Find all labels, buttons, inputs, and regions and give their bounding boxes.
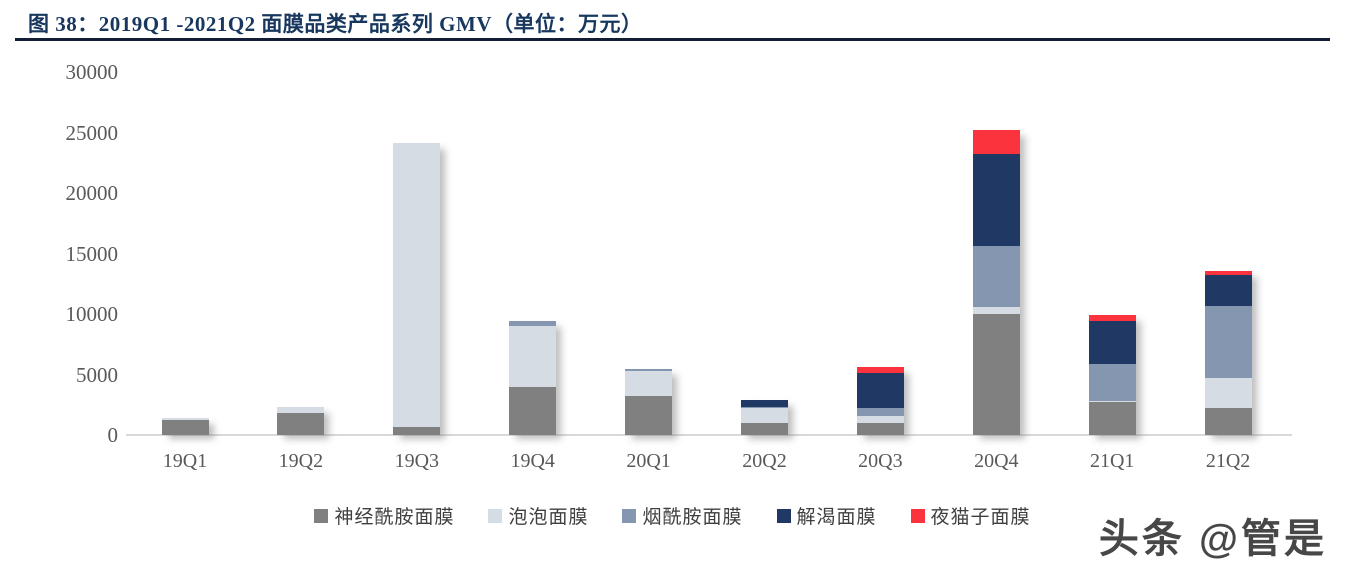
legend-swatch-icon	[488, 508, 503, 523]
bar-segment	[856, 373, 904, 409]
bar-segment	[1088, 402, 1136, 435]
x-tick-label: 19Q1	[162, 450, 208, 472]
legend-label: 神经酰胺面膜	[334, 507, 455, 528]
legend-item: 夜猫子面膜	[910, 502, 1031, 529]
title-divider	[15, 38, 1330, 41]
bar-segment	[625, 369, 673, 371]
x-tick-label: 19Q4	[510, 450, 555, 472]
x-axis-baseline	[126, 434, 1292, 436]
plot-area: 19Q1 19Q2 19Q3 19Q4 20Q1 20Q2 20Q3 20Q4 21Q1 21Q2	[126, 72, 1292, 472]
y-tick-label: 10000	[65, 302, 119, 326]
bar-segment	[1204, 271, 1252, 276]
bar-20Q2	[741, 399, 788, 435]
x-tick-label: 21Q1	[1089, 450, 1135, 472]
y-tick-label: 5000	[76, 362, 118, 387]
x-tick-label: 19Q3	[394, 450, 440, 472]
legend-swatch-icon	[910, 508, 925, 523]
bar-segment	[625, 396, 673, 435]
legend-swatch-icon	[622, 508, 637, 523]
bar-segment	[1088, 401, 1136, 403]
bar-segment	[972, 129, 1020, 154]
legend-swatch-icon	[776, 508, 791, 523]
y-tick-label: 25000	[65, 120, 119, 145]
legend: 神经酰胺面膜 泡泡面膜 烟酰胺面膜 解渴面膜 夜猫子面膜	[0, 502, 1345, 529]
legend-item: 烟酰胺面膜	[622, 502, 742, 529]
x-tick-label: 20Q4	[974, 450, 1019, 472]
bar-segment	[741, 422, 788, 435]
bar-segment	[1204, 275, 1252, 306]
legend-label: 烟酰胺面膜	[642, 507, 743, 528]
legend-item: 解渴面膜	[776, 502, 877, 529]
x-tick-label: 21Q2	[1205, 450, 1251, 472]
bar-segment	[161, 419, 209, 435]
bar-segment	[509, 326, 557, 387]
y-tick-label: 30000	[65, 60, 119, 84]
bar-19Q1	[161, 418, 209, 435]
y-tick-label: 0	[107, 423, 119, 447]
x-tick-label: 20Q2	[742, 450, 787, 472]
bar-segment	[856, 422, 904, 435]
bar-segment	[393, 426, 441, 435]
bar-20Q3	[856, 366, 904, 435]
bar-segment	[277, 413, 325, 435]
bar-segment	[1088, 321, 1136, 364]
bar-segment	[972, 153, 1020, 246]
bar-segment	[972, 314, 1020, 435]
bar-segment	[972, 245, 1020, 308]
bar-segment	[509, 321, 557, 327]
legend-label: 解渴面膜	[796, 507, 877, 528]
bar-19Q2	[277, 407, 325, 435]
figure-title: 图 38：2019Q1 -2021Q2 面膜品类产品系列 GMV（单位：万元）	[28, 12, 643, 36]
bar-20Q4	[972, 129, 1020, 435]
bar-19Q3	[393, 143, 441, 435]
bar-segment	[856, 416, 904, 423]
x-tick-label: 19Q2	[278, 450, 324, 472]
bar-segment	[1088, 363, 1136, 402]
y-axis: 0 5000 10000 15000 20000 25000 30000	[0, 0, 119, 568]
y-tick-label: 15000	[65, 241, 119, 266]
legend-item: 泡泡面膜	[488, 502, 588, 529]
bar-20Q1	[625, 369, 673, 435]
bar-segment	[277, 407, 325, 414]
bar-segment	[509, 386, 557, 435]
x-tick-label: 20Q3	[858, 450, 903, 472]
bar-segment	[161, 418, 209, 420]
bar-segment	[1204, 408, 1252, 435]
bar-segment	[741, 408, 788, 423]
legend-swatch-icon	[314, 508, 329, 523]
bar-segment	[856, 366, 904, 374]
legend-item: 神经酰胺面膜	[314, 502, 454, 529]
bar-segment	[972, 307, 1020, 314]
bar-segment	[1204, 305, 1252, 379]
bar-segment	[625, 370, 673, 397]
bar-segment	[856, 408, 904, 417]
bar-segment	[1088, 315, 1136, 322]
legend-label: 夜猫子面膜	[930, 507, 1031, 528]
x-tick-label: 20Q1	[626, 450, 671, 472]
bar-21Q2	[1204, 271, 1252, 435]
legend-label: 泡泡面膜	[508, 507, 589, 528]
bar-19Q4	[509, 321, 557, 435]
bar-segment	[1204, 378, 1252, 409]
bar-segment	[741, 399, 788, 408]
bar-21Q1	[1088, 315, 1136, 435]
bar-segment	[741, 407, 788, 409]
bar-segment	[393, 143, 441, 427]
y-tick-label: 20000	[65, 181, 119, 205]
watermark: 头条 @管是	[1098, 517, 1327, 561]
